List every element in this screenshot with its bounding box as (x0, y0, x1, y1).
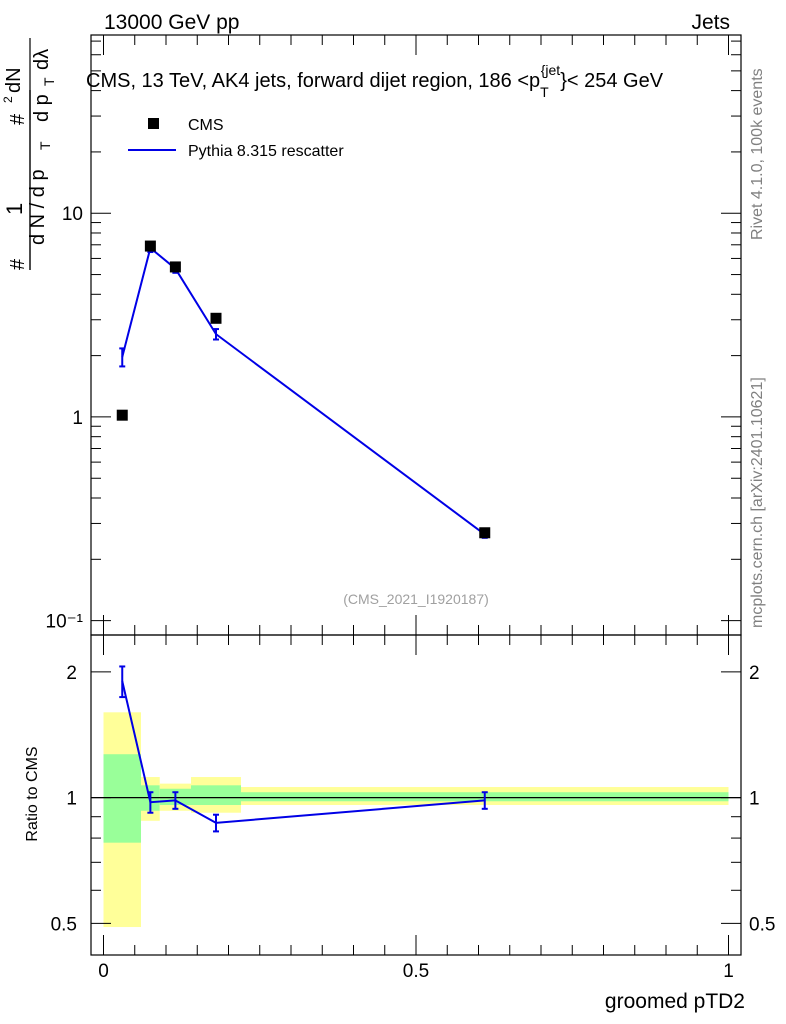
ylabel-dlambda: dλ (31, 49, 53, 70)
ratio-panel: 0.5 0.5 1 1 2 2 0 0.5 1 Ratio to CMS groomed pTD… (24, 634, 776, 1013)
ylabel-hash-2: # (7, 113, 29, 125)
analysis-watermark: (CMS_2021_I1920187) (343, 591, 489, 607)
legend-marker-cms (148, 118, 159, 129)
ratio-y-tick-label-left: 1 (66, 789, 77, 810)
plot-title-sup: {jet (541, 62, 561, 78)
legend-label-cms: CMS (188, 117, 224, 134)
main-y-tick-labels: 10⁻¹ 1 10 (46, 204, 84, 632)
ratio-mc-series (119, 665, 488, 833)
plot-title-prefix: CMS, 13 TeV, AK4 jets, forward dijet reg… (86, 70, 540, 92)
ylabel-hash-1: # (7, 258, 29, 270)
plot-title-suffix: }< 254 GeV (560, 70, 664, 92)
ylabel-one: 1 (2, 203, 27, 215)
ratio-band-inner (103, 754, 141, 843)
ratio-uncertainty-bands (103, 712, 729, 928)
main-data-point (144, 240, 156, 252)
main-data-point (116, 409, 128, 421)
ratio-frame (90, 634, 742, 956)
main-panel: 10⁻¹ 1 10 (CMS_2021_I1920187) (46, 34, 742, 636)
main-data-point (210, 312, 222, 324)
ylabel-den2: d p (31, 94, 53, 122)
ylabel-denominator-sub: T (37, 141, 53, 150)
plot-title: CMS, 13 TeV, AK4 jets, forward dijet reg… (86, 62, 664, 100)
ratio-y-tick-label-right: 1 (749, 789, 760, 810)
ratio-ticks (91, 635, 741, 955)
ratio-y-tick-label-right: 0.5 (749, 914, 775, 935)
legend-label-pythia: Pythia 8.315 rescatter (188, 143, 344, 160)
ratio-y-tick-label-left: 0.5 (51, 914, 77, 935)
main-y-tick-label: 10⁻¹ (46, 612, 84, 633)
ratio-x-tick-label: 0.5 (403, 961, 429, 982)
ylabel-d2n: dN (3, 67, 25, 93)
header-category-label: Jets (691, 11, 730, 34)
ratio-y-tick-label-left: 2 (66, 663, 77, 684)
main-y-axis-label: # 1 d N / d p T # dN 2 d p T dλ (1, 38, 57, 270)
ylabel-d2n-sup: 2 (1, 96, 15, 103)
ratio-y-tick-label-right: 2 (749, 663, 760, 684)
ratio-x-tick-label: 1 (723, 961, 734, 982)
main-data-point (169, 261, 181, 273)
main-y-tick-label: 10 (62, 204, 83, 225)
main-data-point (479, 527, 491, 539)
ratio-x-tick-label: 0 (98, 961, 109, 982)
ratio-band-inner (191, 785, 241, 806)
ylabel-denominator: d N / d p (27, 169, 49, 245)
main-y-tick-label: 1 (72, 408, 83, 429)
main-data-series (116, 240, 491, 539)
source-label: mcplots.cern.ch [arXiv:2401.10621] (749, 377, 766, 628)
main-mc-series (119, 243, 488, 539)
ratio-y-axis-label: Ratio to CMS (24, 746, 41, 841)
header-energy-label: 13000 GeV pp (104, 11, 239, 34)
main-ticks (91, 35, 741, 635)
ylabel-den2-sub: T (41, 77, 57, 86)
x-axis-label: groomed pTD2 (605, 990, 745, 1013)
legend: CMS Pythia 8.315 rescatter (128, 117, 344, 160)
rivet-version-label: Rivet 4.1.0, 100k events (749, 68, 766, 240)
ratio-tick-labels: 0.5 0.5 1 1 2 2 0 0.5 1 (51, 663, 776, 982)
main-mc-line (121, 246, 486, 536)
plot-title-sub: T (540, 84, 549, 100)
